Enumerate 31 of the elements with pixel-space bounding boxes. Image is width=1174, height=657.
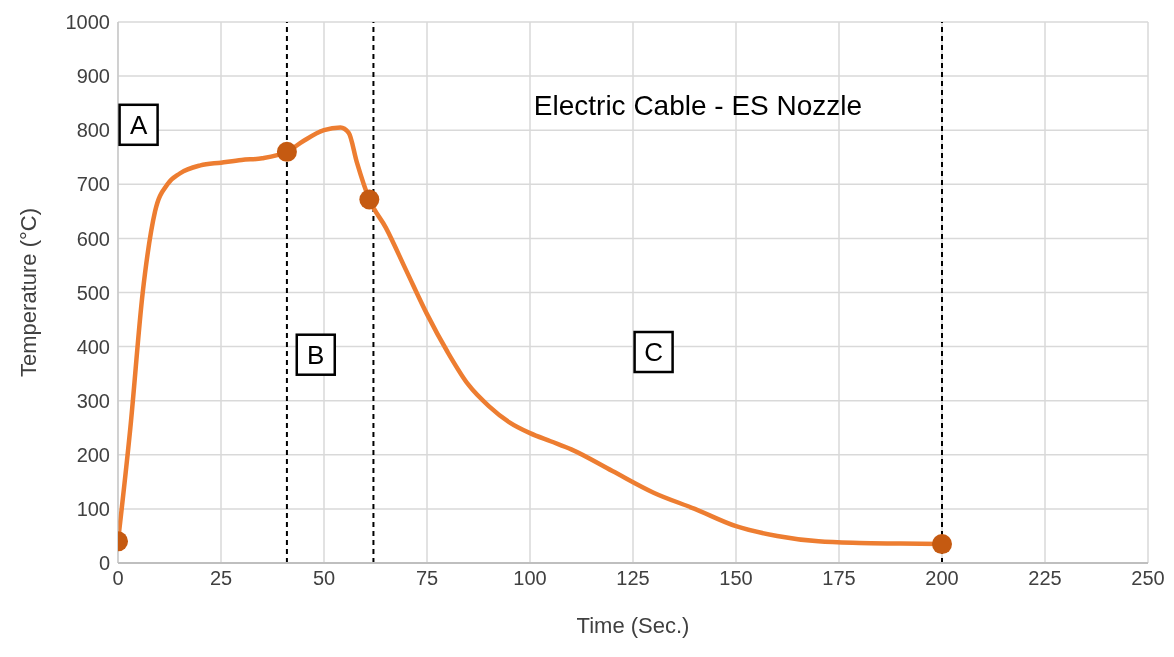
x-tick-label: 25 <box>209 567 233 590</box>
point <box>359 189 380 210</box>
x-tick-label: 75 <box>415 567 439 590</box>
y-tick-label: 0 <box>98 552 110 575</box>
y-tick-label: 800 <box>76 119 110 142</box>
y-tick-label: 100 <box>76 498 110 520</box>
annotation: B <box>307 339 325 370</box>
y-tick-label: 300 <box>76 389 110 412</box>
x-tick-label: 150 <box>719 567 753 590</box>
annotation: A <box>129 109 148 140</box>
point <box>276 141 297 162</box>
x-tick-label: 250 <box>1131 567 1165 590</box>
text: Electric Cable - ES Nozzle <box>532 90 864 122</box>
y-tick-label: 600 <box>76 227 110 250</box>
point <box>932 534 952 555</box>
x-tick-label: 100 <box>513 567 547 590</box>
y-tick-label: 400 <box>76 335 110 358</box>
y-tick-label: 1000 <box>65 11 110 34</box>
x-tick-label: 50 <box>312 567 336 590</box>
y-tick-label: 200 <box>76 443 110 466</box>
x-tick-label: 0 <box>112 567 124 590</box>
y-axis-title: Temperature (°C) <box>15 208 41 377</box>
y-tick-label: 900 <box>76 65 110 88</box>
x-axis-title: Time (Sec.) <box>576 613 690 638</box>
x-tick-label: 200 <box>925 567 959 590</box>
x-tick-label: 175 <box>822 567 856 590</box>
y-tick-label: 500 <box>76 281 110 304</box>
x-tick-label: 225 <box>1028 567 1062 590</box>
x-tick-label: 125 <box>616 567 650 590</box>
annotation: C <box>644 337 663 368</box>
y-tick-label: 700 <box>76 173 110 196</box>
